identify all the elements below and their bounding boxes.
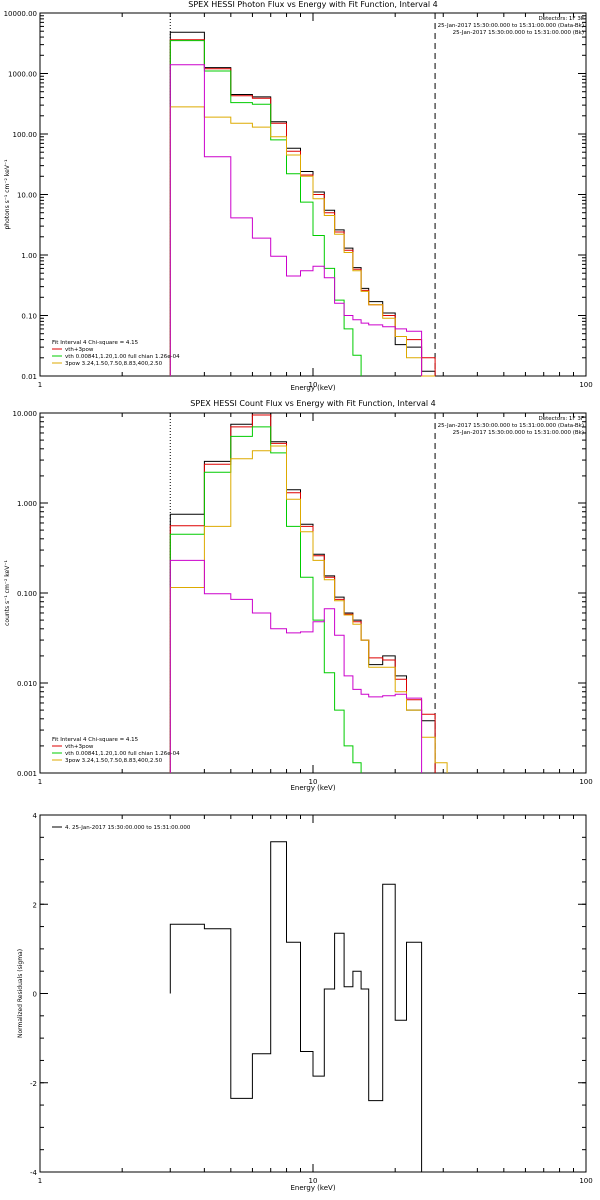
legend: Fit Interval 4 Chi-square = 4.15vth+3pow… — [52, 340, 180, 367]
header-line: 25-Jan-2017 15:30:00.000 to 15:31:00.000… — [438, 423, 584, 429]
x-tick-label: 100 — [579, 381, 592, 389]
y-tick-label: 1.00 — [21, 252, 37, 260]
y-tick-label: -4 — [30, 1169, 38, 1177]
chart-title: SPEX HESSI Count Flux vs Energy with Fit… — [190, 399, 435, 408]
x-tick-label: 10 — [309, 778, 318, 786]
y-tick-label: 0.001 — [17, 770, 37, 778]
legend-label: vth+3pow — [65, 347, 94, 353]
series-line — [169, 445, 448, 773]
y-tick-label: 0 — [33, 991, 37, 999]
series-line — [169, 559, 423, 773]
header-line: 25-Jan-2017 15:30:00.000 to 15:31:00.000… — [453, 430, 584, 436]
y-axis-label: photons s⁻¹ cm⁻² keV⁻¹ — [4, 159, 11, 230]
y-tick-label: 4 — [33, 812, 38, 820]
x-tick-label: 1 — [38, 1177, 42, 1185]
legend-label: vth 0.00841,1.20,1.00 full chian 1.26e-0… — [65, 751, 180, 757]
header-line: Detectors: 1F 3F — [538, 416, 584, 422]
y-tick-label: 0.01 — [21, 373, 37, 381]
series-line — [169, 106, 436, 377]
y-tick-label: 10.000 — [13, 410, 38, 418]
y-tick-label: -2 — [30, 1080, 37, 1088]
x-tick-label: 100 — [579, 1177, 592, 1185]
header-line: 25-Jan-2017 15:30:00.000 to 15:31:00.000… — [438, 23, 584, 29]
y-tick-label: 100.00 — [13, 131, 38, 139]
x-axis: 1 10 100 Energy (keV) — [38, 815, 593, 1192]
x-axis-label: Energy (keV) — [290, 384, 335, 392]
header-line: 25-Jan-2017 15:30:00.000 to 15:31:00.000… — [453, 30, 584, 36]
y-tick-label: 1.000 — [17, 500, 37, 508]
series-5 — [169, 64, 423, 376]
y-tick-label: 0.10 — [21, 313, 37, 321]
legend-label: 4. 25-Jan-2017 15:30:00.000 to 15:31:00.… — [65, 825, 191, 831]
series-line — [169, 64, 423, 376]
legend-label: Fit Interval 4 Chi-square = 4.15 — [52, 737, 139, 743]
series-3 — [169, 426, 362, 773]
series-3 — [169, 40, 362, 376]
chart-panel-2: SPEX HESSI Count Flux vs Energy with Fit… — [4, 399, 593, 792]
series-1 — [169, 412, 436, 773]
legend-label: 3pow 3.24,1.50,7.50,8.83,400,2.50 — [65, 361, 163, 367]
y-tick-label: 2 — [33, 901, 37, 909]
y-axis-label: counts s⁻¹ cm⁻² keV⁻¹ — [4, 560, 11, 626]
y-axis-label: Normalized Residuals (sigma) — [17, 949, 24, 1038]
header-line: Detectors: 1F 3F — [538, 16, 584, 22]
legend-label: 3pow 3.24,1.50,7.50,8.83,400,2.50 — [65, 758, 163, 764]
series-4 — [169, 445, 448, 773]
legend-label: vth 0.00841,1.20,1.00 full chian 1.26e-0… — [65, 354, 180, 360]
chart-panel-1: SPEX HESSI Photon Flux vs Energy with Fi… — [4, 0, 593, 392]
series-line — [169, 40, 362, 376]
series-5 — [169, 559, 423, 773]
legend: Fit Interval 4 Chi-square = 4.15vth+3pow… — [52, 737, 180, 764]
x-tick-label: 100 — [579, 778, 592, 786]
x-tick-label: 1 — [38, 381, 42, 389]
x-tick-label: 10 — [309, 1177, 318, 1185]
legend: 4. 25-Jan-2017 15:30:00.000 to 15:31:00.… — [52, 825, 191, 831]
series-line — [169, 426, 362, 773]
y-tick-label: 1000.00 — [8, 71, 37, 79]
chart-panel-3: 1 10 100 Energy (keV) -4 -2 0 2 4 Normalized Resi… — [17, 812, 593, 1192]
x-axis-label: Energy (keV) — [290, 784, 335, 792]
series-line — [169, 412, 436, 773]
y-axis: 0.001 0.010 0.100 1.000 10.000 counts s⁻¹ cm⁻… — [4, 410, 586, 778]
x-axis: 1 10 100 Energy (keV) — [38, 13, 593, 392]
y-tick-label: 10.00 — [17, 192, 37, 200]
series-4 — [169, 106, 436, 377]
y-axis: -4 -2 0 2 4 Normalized Residuals (sigma) — [17, 812, 586, 1177]
y-tick-label: 0.010 — [17, 680, 37, 688]
y-tick-label: 0.100 — [17, 590, 37, 598]
y-axis: 0.01 0.10 1.00 10.00 100.00 1000.00 10000.00 ph… — [4, 10, 586, 381]
x-axis-label: Energy (keV) — [290, 1184, 335, 1192]
chart-title: SPEX HESSI Photon Flux vs Energy with Fi… — [188, 0, 438, 9]
legend-label: Fit Interval 4 Chi-square = 4.15 — [52, 340, 139, 346]
legend-label: vth+3pow — [65, 744, 94, 750]
x-tick-label: 1 — [38, 778, 42, 786]
y-tick-label: 10000.00 — [4, 10, 37, 18]
plot-frame — [39, 814, 587, 1173]
x-axis: 1 10 100 Energy (keV) — [38, 413, 593, 792]
series-line — [169, 841, 423, 1172]
x-tick-label: 10 — [309, 381, 318, 389]
series-1 — [169, 841, 423, 1172]
